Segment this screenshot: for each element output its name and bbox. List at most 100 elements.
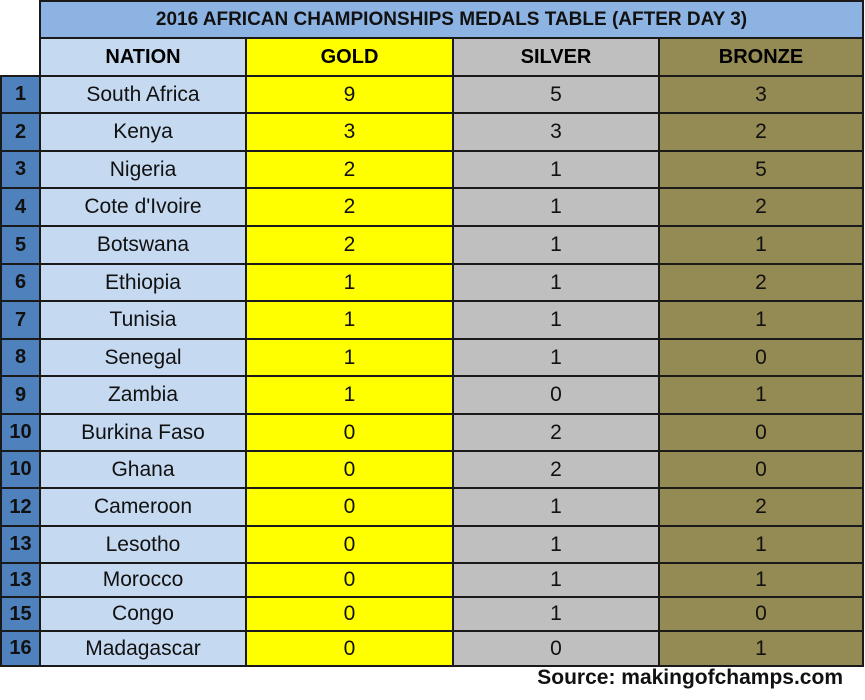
table-row: 8 Senegal 1 1 0 — [0, 338, 864, 377]
nation-cell: Cote d'Ivoire — [39, 187, 247, 227]
bronze-count-cell: 3 — [658, 75, 864, 114]
column-header-gold: GOLD — [245, 37, 454, 77]
bronze-count-cell: 0 — [658, 413, 864, 452]
silver-count-cell: 1 — [452, 150, 660, 189]
gold-count-cell: 0 — [245, 596, 454, 632]
rank-cell: 12 — [0, 487, 41, 527]
silver-count-cell: 1 — [452, 487, 660, 527]
gold-count-cell: 0 — [245, 487, 454, 527]
silver-count-cell: 1 — [452, 525, 660, 564]
nation-cell: Botswana — [39, 225, 247, 265]
bronze-count-cell: 2 — [658, 112, 864, 152]
rank-cell: 2 — [0, 112, 41, 152]
rank-cell: 10 — [0, 450, 41, 489]
table-corner — [1, 1, 40, 38]
gold-count-cell: 2 — [245, 225, 454, 265]
table-title: 2016 AFRICAN CHAMPIONSHIPS MEDALS TABLE … — [39, 0, 864, 39]
rank-cell: 8 — [0, 338, 41, 377]
bronze-count-cell: 0 — [658, 338, 864, 377]
nation-cell: Senegal — [39, 338, 247, 377]
gold-count-cell: 0 — [245, 630, 454, 667]
table-corner-2 — [1, 38, 40, 76]
rank-cell: 7 — [0, 300, 41, 340]
nation-cell: Tunisia — [39, 300, 247, 340]
nation-cell: Ethiopia — [39, 263, 247, 302]
gold-count-cell: 1 — [245, 263, 454, 302]
rank-cell: 16 — [0, 630, 41, 667]
silver-count-cell: 1 — [452, 225, 660, 265]
table-row: 3 Nigeria 2 1 5 — [0, 150, 864, 189]
nation-cell: Morocco — [39, 562, 247, 598]
rank-cell: 13 — [0, 562, 41, 598]
nation-cell: Madagascar — [39, 630, 247, 667]
nation-cell: Ghana — [39, 450, 247, 489]
silver-count-cell: 1 — [452, 187, 660, 227]
silver-count-cell: 2 — [452, 413, 660, 452]
table-row: 12 Cameroon 0 1 2 — [0, 487, 864, 527]
silver-count-cell: 5 — [452, 75, 660, 114]
bronze-count-cell: 5 — [658, 150, 864, 189]
nation-cell: Nigeria — [39, 150, 247, 189]
bronze-count-cell: 1 — [658, 630, 864, 667]
table-row: 7 Tunisia 1 1 1 — [0, 300, 864, 340]
table-row: 10 Ghana 0 2 0 — [0, 450, 864, 489]
gold-count-cell: 0 — [245, 562, 454, 598]
silver-count-cell: 3 — [452, 112, 660, 152]
source-credit: Source: makingofchamps.com — [537, 666, 843, 689]
silver-count-cell: 1 — [452, 263, 660, 302]
gold-count-cell: 0 — [245, 450, 454, 489]
gold-count-cell: 1 — [245, 338, 454, 377]
silver-count-cell: 1 — [452, 300, 660, 340]
gold-count-cell: 0 — [245, 413, 454, 452]
table-row: 13 Lesotho 0 1 1 — [0, 525, 864, 564]
table-row: 15 Congo 0 1 0 — [0, 596, 864, 632]
table-row: 4 Cote d'Ivoire 2 1 2 — [0, 187, 864, 227]
gold-count-cell: 2 — [245, 150, 454, 189]
bronze-count-cell: 1 — [658, 225, 864, 265]
gold-count-cell: 2 — [245, 187, 454, 227]
silver-count-cell: 0 — [452, 375, 660, 415]
column-header-silver: SILVER — [452, 37, 660, 77]
rank-cell: 5 — [0, 225, 41, 265]
table-row: 9 Zambia 1 0 1 — [0, 375, 864, 415]
table-row: 1 South Africa 9 5 3 — [0, 75, 864, 114]
rank-cell: 13 — [0, 525, 41, 564]
nation-cell: Kenya — [39, 112, 247, 152]
column-header-bronze: BRONZE — [658, 37, 864, 77]
table-row: 16 Madagascar 0 0 1 — [0, 630, 864, 667]
rank-cell: 4 — [0, 187, 41, 227]
silver-count-cell: 1 — [452, 338, 660, 377]
gold-count-cell: 1 — [245, 375, 454, 415]
bronze-count-cell: 0 — [658, 596, 864, 632]
bronze-count-cell: 2 — [658, 187, 864, 227]
nation-cell: South Africa — [39, 75, 247, 114]
table-row: 13 Morocco 0 1 1 — [0, 562, 864, 598]
table-row: 5 Botswana 2 1 1 — [0, 225, 864, 265]
medals-table: 2016 AFRICAN CHAMPIONSHIPS MEDALS TABLE … — [0, 0, 864, 667]
nation-cell: Cameroon — [39, 487, 247, 527]
table-row: 6 Ethiopia 1 1 2 — [0, 263, 864, 302]
bronze-count-cell: 0 — [658, 450, 864, 489]
table-row: 10 Burkina Faso 0 2 0 — [0, 413, 864, 452]
silver-count-cell: 1 — [452, 562, 660, 598]
column-header-nation: NATION — [39, 37, 247, 77]
gold-count-cell: 0 — [245, 525, 454, 564]
gold-count-cell: 3 — [245, 112, 454, 152]
bronze-count-cell: 1 — [658, 525, 864, 564]
rank-cell: 9 — [0, 375, 41, 415]
nation-cell: Lesotho — [39, 525, 247, 564]
silver-count-cell: 0 — [452, 630, 660, 667]
gold-count-cell: 1 — [245, 300, 454, 340]
table-row: 2 Kenya 3 3 2 — [0, 112, 864, 152]
bronze-count-cell: 1 — [658, 562, 864, 598]
bronze-count-cell: 2 — [658, 487, 864, 527]
rank-cell: 10 — [0, 413, 41, 452]
rank-cell: 1 — [0, 75, 41, 114]
rank-cell: 3 — [0, 150, 41, 189]
bronze-count-cell: 1 — [658, 375, 864, 415]
rank-cell: 6 — [0, 263, 41, 302]
rank-cell: 15 — [0, 596, 41, 632]
bronze-count-cell: 1 — [658, 300, 864, 340]
nation-cell: Burkina Faso — [39, 413, 247, 452]
silver-count-cell: 2 — [452, 450, 660, 489]
